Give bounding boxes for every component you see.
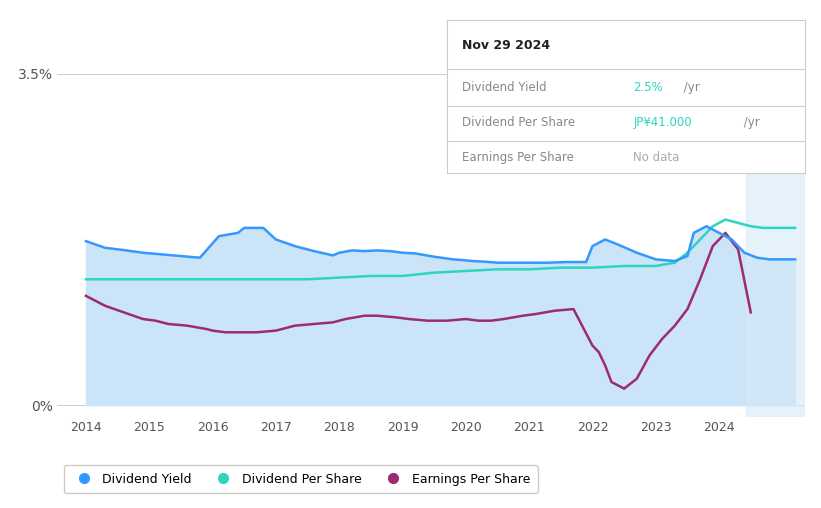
Text: Earnings Per Share: Earnings Per Share bbox=[461, 151, 574, 165]
Text: Dividend Per Share: Dividend Per Share bbox=[461, 116, 575, 130]
Text: /yr: /yr bbox=[741, 116, 760, 130]
Legend: Dividend Yield, Dividend Per Share, Earnings Per Share: Dividend Yield, Dividend Per Share, Earn… bbox=[64, 465, 538, 493]
Text: /yr: /yr bbox=[680, 81, 699, 94]
Text: 2.5%: 2.5% bbox=[633, 81, 663, 94]
Text: Dividend Yield: Dividend Yield bbox=[461, 81, 546, 94]
Text: JP¥41.000: JP¥41.000 bbox=[633, 116, 692, 130]
Text: No data: No data bbox=[633, 151, 680, 165]
Text: Past: Past bbox=[749, 49, 775, 62]
Bar bbox=[745, 41, 805, 417]
Text: Nov 29 2024: Nov 29 2024 bbox=[461, 39, 550, 52]
